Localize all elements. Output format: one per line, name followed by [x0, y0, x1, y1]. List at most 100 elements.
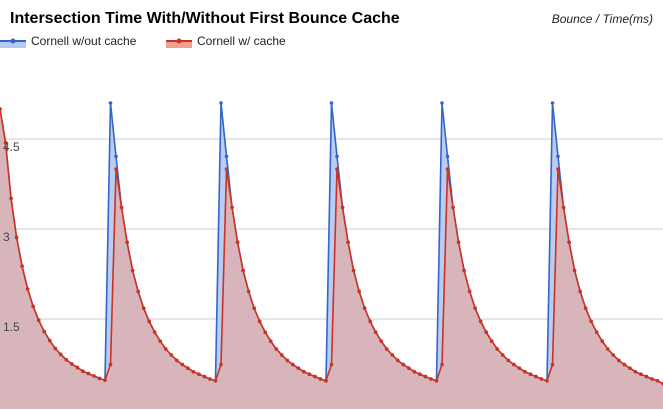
series-1-point-55[interactable]	[302, 370, 306, 374]
series-1-point-33[interactable]	[180, 362, 185, 367]
series-1-point-66[interactable]	[362, 306, 367, 311]
series-1-point-51[interactable]	[279, 353, 284, 357]
series-1-point-44[interactable]	[241, 268, 245, 273]
series-1-point-3[interactable]	[14, 235, 19, 240]
series-1-point-109[interactable]	[600, 339, 605, 344]
series-1-point-20[interactable]	[108, 362, 113, 367]
series-1-point-35[interactable]	[191, 370, 196, 374]
series-1-point-103[interactable]	[567, 240, 571, 244]
series-0-point-80[interactable]	[440, 101, 444, 105]
series-1-point-25[interactable]	[136, 289, 140, 294]
series-1-point-77[interactable]	[423, 374, 428, 379]
series-1-point-11[interactable]	[58, 352, 63, 357]
series-1-point-93[interactable]	[512, 362, 516, 367]
series-1-point-59[interactable]	[324, 379, 328, 383]
series-1-point-83[interactable]	[456, 240, 461, 244]
legend-item-without-cache[interactable]: Cornell w/out cache	[0, 34, 137, 48]
series-1-point-30[interactable]	[163, 347, 168, 351]
series-1-point-108[interactable]	[594, 330, 599, 335]
series-1-point-4[interactable]	[20, 264, 24, 269]
series-1-point-111[interactable]	[611, 353, 616, 357]
series-1-point-97[interactable]	[534, 374, 538, 379]
series-0-point-40[interactable]	[219, 101, 223, 105]
series-0-point-100[interactable]	[550, 101, 555, 105]
series-1-point-94[interactable]	[517, 366, 522, 371]
series-0-point-101[interactable]	[556, 154, 560, 159]
series-1-point-117[interactable]	[644, 374, 649, 379]
series-0-point-41[interactable]	[224, 154, 229, 159]
series-1-point-15[interactable]	[81, 369, 85, 374]
series-0-point-21[interactable]	[114, 154, 118, 159]
series-1-point-12[interactable]	[64, 358, 69, 362]
series-1-point-110[interactable]	[605, 347, 610, 351]
series-1-point-19[interactable]	[103, 378, 107, 383]
series-1-point-60[interactable]	[329, 362, 334, 367]
series-0-point-20[interactable]	[108, 101, 113, 105]
series-1-point-96[interactable]	[528, 372, 533, 377]
series-1-point-76[interactable]	[418, 372, 422, 377]
series-1-point-80[interactable]	[440, 362, 444, 367]
series-1-point-102[interactable]	[561, 205, 566, 210]
series-1-point-17[interactable]	[92, 374, 96, 378]
series-1-point-0[interactable]	[0, 107, 2, 111]
series-1-point-63[interactable]	[346, 240, 350, 244]
series-1-point-52[interactable]	[285, 358, 290, 363]
series-1-point-34[interactable]	[186, 366, 190, 371]
series-1-point-43[interactable]	[235, 240, 240, 244]
series-1-point-57[interactable]	[313, 374, 317, 379]
series-1-point-9[interactable]	[47, 338, 52, 343]
series-1-point-38[interactable]	[208, 377, 212, 381]
series-1-point-5[interactable]	[25, 287, 30, 291]
series-1-point-73[interactable]	[401, 362, 406, 367]
series-1-point-8[interactable]	[42, 329, 46, 334]
series-1-point-88[interactable]	[484, 330, 489, 335]
series-1-point-28[interactable]	[152, 330, 157, 335]
series-1-point-85[interactable]	[467, 289, 472, 294]
series-1-point-89[interactable]	[489, 339, 494, 344]
series-1-point-45[interactable]	[246, 289, 251, 294]
series-1-point-31[interactable]	[169, 353, 174, 357]
series-1-point-92[interactable]	[506, 358, 511, 363]
series-1-point-49[interactable]	[268, 339, 273, 344]
series-1-point-67[interactable]	[368, 319, 372, 324]
series-1-point-69[interactable]	[379, 339, 384, 344]
series-1-point-54[interactable]	[296, 366, 301, 371]
series-1-point-22[interactable]	[119, 205, 124, 210]
series-1-point-113[interactable]	[622, 362, 627, 367]
series-1-point-53[interactable]	[291, 362, 295, 367]
series-1-point-27[interactable]	[147, 319, 151, 324]
series-1-point-6[interactable]	[31, 304, 35, 309]
series-1-point-2[interactable]	[9, 196, 13, 201]
series-1-point-90[interactable]	[495, 347, 500, 351]
series-1-point-62[interactable]	[340, 205, 345, 210]
series-1-point-36[interactable]	[197, 372, 201, 377]
series-1-point-26[interactable]	[141, 306, 146, 311]
series-1-point-64[interactable]	[351, 268, 356, 273]
series-1-point-101[interactable]	[556, 167, 560, 171]
series-1-point-50[interactable]	[274, 347, 279, 351]
legend-item-with-cache[interactable]: Cornell w/ cache	[166, 34, 286, 48]
series-1-point-105[interactable]	[578, 289, 582, 294]
series-1-point-23[interactable]	[125, 240, 129, 244]
series-1-point-72[interactable]	[396, 358, 400, 363]
series-1-point-29[interactable]	[158, 339, 163, 344]
series-1-point-86[interactable]	[473, 306, 477, 311]
series-0-point-60[interactable]	[329, 101, 334, 105]
series-1-point-56[interactable]	[307, 372, 312, 377]
series-1-point-95[interactable]	[523, 370, 527, 374]
series-1-point-14[interactable]	[75, 365, 80, 370]
series-1-point-78[interactable]	[429, 377, 433, 381]
series-1-point-75[interactable]	[412, 370, 417, 374]
series-1-point-65[interactable]	[357, 289, 361, 294]
series-1-point-24[interactable]	[130, 268, 135, 273]
series-1-point-116[interactable]	[639, 372, 643, 377]
series-1-point-98[interactable]	[539, 377, 544, 381]
series-0-point-81[interactable]	[445, 154, 450, 159]
series-1-point-118[interactable]	[650, 377, 654, 381]
series-1-point-104[interactable]	[572, 268, 577, 273]
series-1-point-114[interactable]	[628, 366, 632, 371]
series-1-point-21[interactable]	[114, 167, 118, 171]
series-1-point-74[interactable]	[407, 366, 411, 371]
series-1-point-68[interactable]	[373, 330, 378, 335]
series-1-point-100[interactable]	[550, 362, 555, 367]
